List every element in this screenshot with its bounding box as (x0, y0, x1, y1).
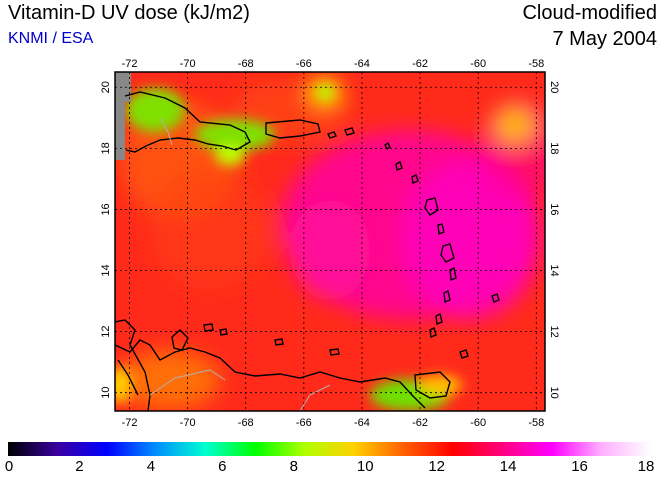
lon-tick-label-bottom: -58 (528, 417, 544, 429)
lat-tick-label-right: 16 (548, 203, 560, 215)
axis-ticks: -72 -72 -70 -70 -68 -68 -66 -66 -64 -64 -62 -62 -60 -… (100, 58, 560, 429)
lat-tick-label-right: 12 (548, 325, 560, 337)
lon-tick-label-top: -68 (238, 58, 254, 70)
gridlines (115, 72, 545, 411)
colorbar-tick-label: 4 (146, 458, 156, 475)
map-date: 7 May 2004 (552, 28, 657, 50)
colorbar-tick-label: 0 (4, 458, 14, 475)
lon-tick-label-top: -60 (470, 58, 486, 70)
lat-tick-label-left: 18 (100, 142, 112, 154)
lat-tick-label-left: 10 (100, 387, 112, 399)
lon-tick-label-bottom: -64 (354, 417, 370, 429)
lon-tick-label-top: -72 (122, 58, 138, 70)
dose-mode: Cloud-modified (522, 2, 657, 24)
lat-tick-label-right: 14 (548, 264, 560, 276)
lon-tick-label-bottom: -70 (180, 417, 196, 429)
country-borders (149, 117, 331, 411)
lon-tick-label-top: -64 (354, 58, 370, 70)
lat-tick-label-right: 20 (548, 81, 560, 93)
colorbar-tick-label: 10 (356, 458, 374, 475)
lon-tick-label-bottom: -62 (412, 417, 428, 429)
colorbar-tick-label: 2 (75, 458, 84, 475)
lon-tick-label-top: -58 (528, 58, 544, 70)
colorbar-tick-label: 14 (499, 458, 517, 475)
lon-tick-label-bottom: -72 (122, 417, 138, 429)
lon-tick-label-top: -62 (412, 58, 428, 70)
colorbar-tick-label: 18 (637, 458, 655, 475)
coastlines (115, 91, 500, 411)
lat-tick-label-left: 12 (100, 325, 112, 337)
lon-tick-label-top: -70 (180, 58, 196, 70)
colorbar-tick-label: 12 (428, 458, 445, 475)
lat-tick-label-right: 10 (548, 387, 560, 399)
lon-tick-label-bottom: -60 (470, 417, 486, 429)
map-frame (114, 71, 546, 412)
lat-tick-label-right: 18 (548, 142, 560, 154)
colorbar-tick-label: 8 (289, 458, 298, 475)
lon-tick-label-bottom: -68 (238, 417, 254, 429)
dose-field (115, 72, 545, 411)
lon-tick-label-top: -66 (296, 58, 312, 70)
colorbar (8, 442, 651, 456)
lat-tick-label-left: 16 (100, 203, 112, 215)
lon-tick-label-bottom: -66 (296, 417, 312, 429)
lat-tick-label-left: 20 (100, 81, 112, 93)
lat-tick-label-left: 14 (100, 264, 112, 276)
colorbar-tick-label: 16 (571, 458, 588, 475)
data-source: KNMI / ESA (8, 30, 94, 47)
colorbar-tick-label: 6 (218, 458, 227, 475)
map-title: Vitamin-D UV dose (kJ/m2) (8, 2, 250, 24)
